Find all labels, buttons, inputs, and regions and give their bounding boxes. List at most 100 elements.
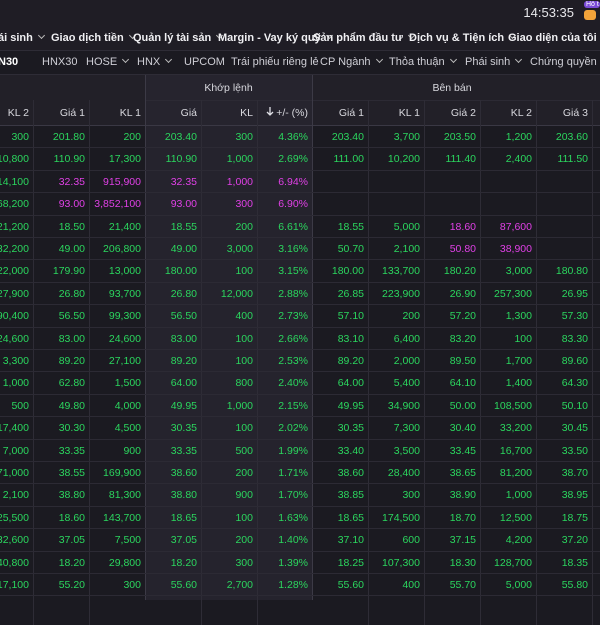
price-cell: 37.05 <box>58 534 85 547</box>
price-cell: 1.71% <box>278 467 308 479</box>
price-cell: 1,000 <box>226 399 253 412</box>
menu-item[interactable]: Giao diện của tôi <box>508 32 597 44</box>
price-cell: 1.40% <box>278 534 308 547</box>
price-cell: 400 <box>235 310 253 323</box>
price-cell: 17,300 <box>108 153 141 166</box>
market-tab[interactable]: Phái sinh <box>465 55 523 68</box>
chevron <box>515 55 523 64</box>
price-cell: 1.70% <box>278 489 308 502</box>
hline <box>0 304 600 306</box>
price-cell: 87,600 <box>499 220 532 233</box>
price-cell: 89.20 <box>337 355 364 367</box>
price-cell: 83.00 <box>170 332 197 345</box>
price-cell: 18.25 <box>337 556 364 569</box>
price-cell: 10,200 <box>387 153 420 166</box>
menu-item[interactable]: Margin - Vay ký quỹ <box>218 31 333 44</box>
price-cell: 50.70 <box>337 243 364 255</box>
price-cell: 1,700 <box>505 355 532 367</box>
price-cell: 100 <box>235 511 253 524</box>
market-tab[interactable]: N30 <box>0 56 19 68</box>
price-cell: 1,000 <box>2 377 29 390</box>
group-label: Khớp lệnh <box>204 82 253 94</box>
market-tab[interactable]: CP Ngành <box>320 55 383 68</box>
market-tab[interactable]: Trái phiếu riêng lẻ <box>231 56 319 68</box>
price-cell: 300 <box>235 556 253 569</box>
price-cell: 55.70 <box>449 579 476 591</box>
price-cell: 26.85 <box>337 287 364 300</box>
price-cell: 24,600 <box>0 332 29 345</box>
price-cell: 7,500 <box>114 534 141 547</box>
price-cell: 83.30 <box>561 332 588 345</box>
market-tab[interactable]: HNX30 <box>42 56 78 68</box>
price-cell: 62.80 <box>58 377 85 390</box>
hline <box>0 550 600 552</box>
price-cell: 6,400 <box>393 332 420 345</box>
price-cell: 93,700 <box>108 287 141 300</box>
market-tab[interactable]: UPCOM <box>184 56 225 68</box>
price-cell: 32,600 <box>0 534 29 547</box>
market-tab[interactable]: Chứng quyền <box>530 56 597 68</box>
price-cell: 14,100 <box>0 175 29 188</box>
price-cell: 49.95 <box>337 399 364 412</box>
price-cell: 18.75 <box>561 511 588 524</box>
price-cell: 200 <box>123 131 141 143</box>
price-cell: 81,200 <box>499 467 532 479</box>
hline <box>0 259 600 261</box>
market-tab[interactable]: HOSE <box>86 55 130 68</box>
market-tab[interactable]: HNX <box>137 55 173 68</box>
price-cell: 3,852,100 <box>94 198 141 211</box>
price-cell: 21,200 <box>0 220 29 233</box>
price-cell: 2,100 <box>393 243 420 255</box>
price-cell: 64.30 <box>561 377 588 390</box>
menu-item[interactable]: Giao dịch tiền <box>51 31 136 44</box>
price-cell: 300 <box>235 131 253 143</box>
price-cell: 300 <box>123 579 141 591</box>
hline <box>0 573 600 574</box>
price-cell: 400 <box>402 579 420 591</box>
column-header: KL 1 <box>398 107 420 119</box>
price-cell: 30.35 <box>170 422 197 435</box>
price-cell: 29,800 <box>108 556 141 569</box>
price-cell: 180.20 <box>443 265 476 278</box>
price-cell: 56.50 <box>58 310 85 323</box>
price-cell: 25,500 <box>0 511 29 524</box>
column-divider <box>480 100 481 625</box>
menu-item[interactable]: Sản phẩm đầu tư <box>313 31 415 44</box>
support-badge[interactable]: Hỗ t <box>584 1 600 23</box>
price-cell: 200 <box>235 220 253 233</box>
column-divider <box>312 75 313 600</box>
price-cell: 110.90 <box>165 153 197 166</box>
price-cell: 38.70 <box>561 467 588 479</box>
price-cell: 93.00 <box>170 198 197 211</box>
market-tab[interactable]: Thỏa thuận <box>389 55 457 68</box>
price-cell: 93.00 <box>58 198 85 211</box>
menu-item[interactable]: ái sinh <box>0 31 45 44</box>
price-cell: 64.00 <box>337 377 364 390</box>
price-cell: 1,300 <box>505 310 532 323</box>
match-column-band <box>145 75 312 600</box>
price-cell: 179.90 <box>52 265 85 278</box>
price-cell: 49.00 <box>170 243 197 255</box>
price-cell: 4,500 <box>114 422 141 435</box>
price-cell: 49.00 <box>58 243 85 255</box>
price-cell: 32.35 <box>58 175 85 188</box>
price-cell: 71,000 <box>0 467 29 479</box>
menu-item[interactable]: Dịch vụ & Tiện ích <box>409 31 517 44</box>
price-cell: 38.80 <box>58 489 85 502</box>
price-cell: 18.50 <box>58 220 85 233</box>
price-cell: 33.35 <box>170 444 197 457</box>
column-header: Giá 1 <box>338 107 364 119</box>
menu-item[interactable]: Quản lý tài sản <box>133 31 224 44</box>
price-cell: 4,200 <box>505 534 532 547</box>
column-header: Giá <box>180 107 197 119</box>
price-cell: 64.00 <box>170 377 197 390</box>
price-cell: 38.60 <box>337 467 364 479</box>
price-cell: 55.60 <box>170 579 197 591</box>
price-cell: 2.66% <box>278 332 308 345</box>
price-cell: 800 <box>235 377 253 390</box>
price-cell: 7,000 <box>2 444 29 457</box>
price-cell: 527,900 <box>0 287 29 300</box>
price-cell: 1.99% <box>278 444 308 457</box>
price-cell: 57.20 <box>449 310 476 323</box>
price-cell: 3,000 <box>226 243 253 255</box>
